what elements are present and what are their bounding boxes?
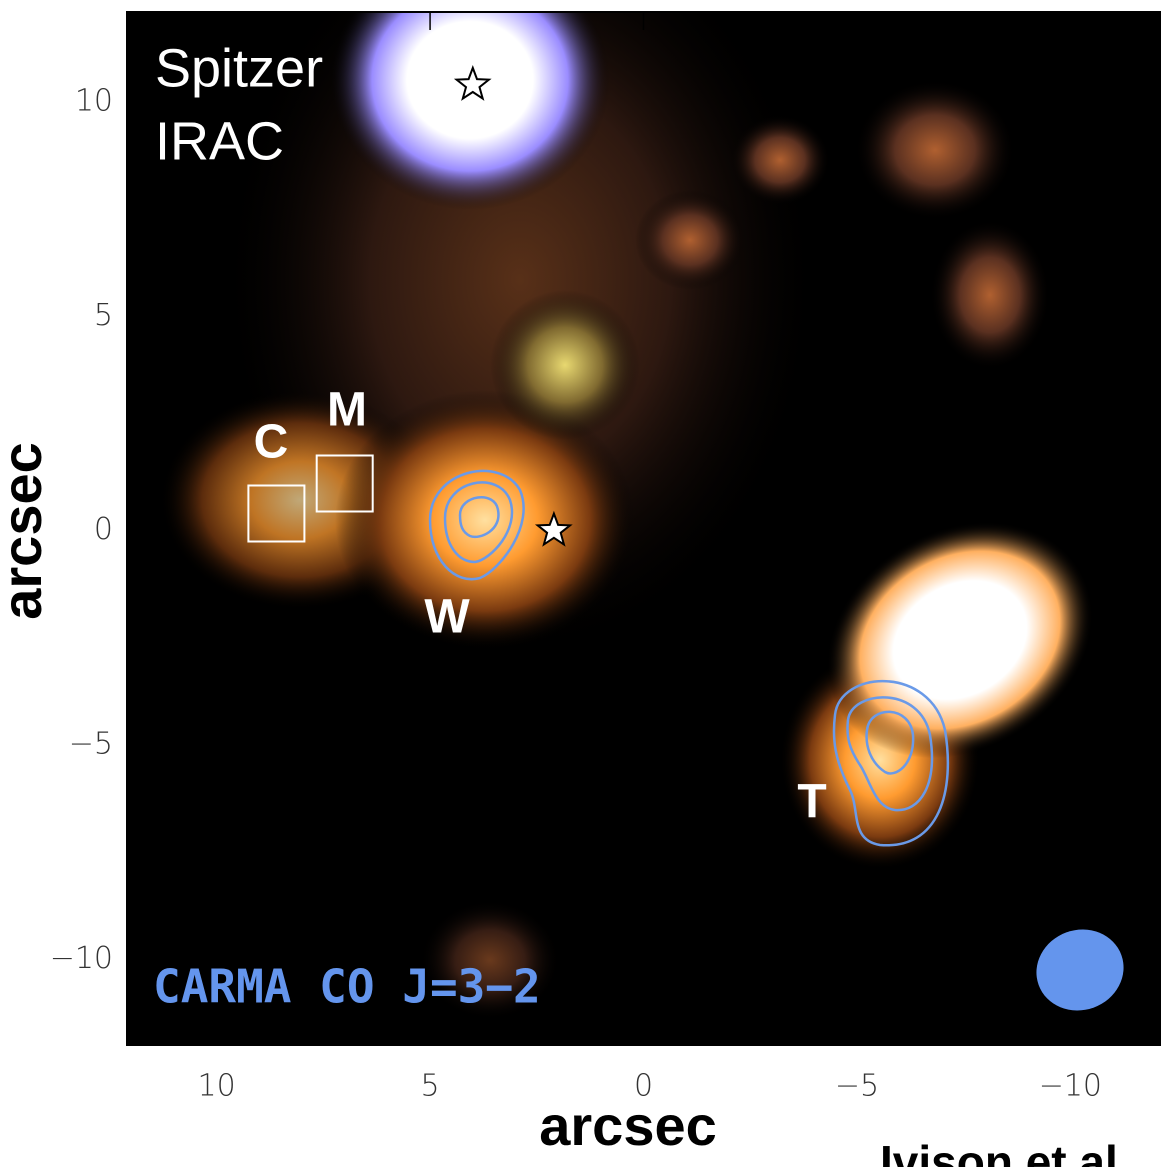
y-tick-label: 0 — [94, 512, 113, 547]
annotation: CARMA CO J=3−2 — [153, 960, 541, 1014]
source-label: C — [254, 416, 289, 469]
credit: Ivison et al — [880, 1136, 1118, 1167]
y-tick-label: 5 — [94, 298, 113, 333]
x-tick-label: 0 — [634, 1069, 653, 1104]
x-tick-label: −5 — [835, 1069, 879, 1104]
y-axis-label: arcsec — [0, 442, 53, 620]
y-tick-label: −10 — [50, 941, 113, 976]
contours — [428, 469, 950, 847]
box-marker — [315, 454, 374, 513]
y-tick-label: 10 — [75, 84, 113, 119]
x-tick-label: −10 — [1039, 1069, 1102, 1104]
source-label: T — [797, 776, 826, 829]
image — [127, 12, 1160, 1045]
source-label: M — [327, 384, 367, 437]
source-label: W — [424, 591, 470, 644]
annotation: IRAC — [155, 111, 284, 171]
box-marker — [247, 484, 306, 543]
x-tick-label: 5 — [421, 1069, 440, 1104]
x-axis-label: arcsec — [539, 1094, 717, 1157]
star-marker — [534, 510, 573, 547]
y-tick-label: −5 — [69, 726, 113, 761]
beam — [1036, 929, 1124, 1011]
annotation: Spitzer — [155, 38, 323, 98]
x-tick-label: 10 — [198, 1069, 236, 1104]
star-marker — [453, 65, 492, 101]
